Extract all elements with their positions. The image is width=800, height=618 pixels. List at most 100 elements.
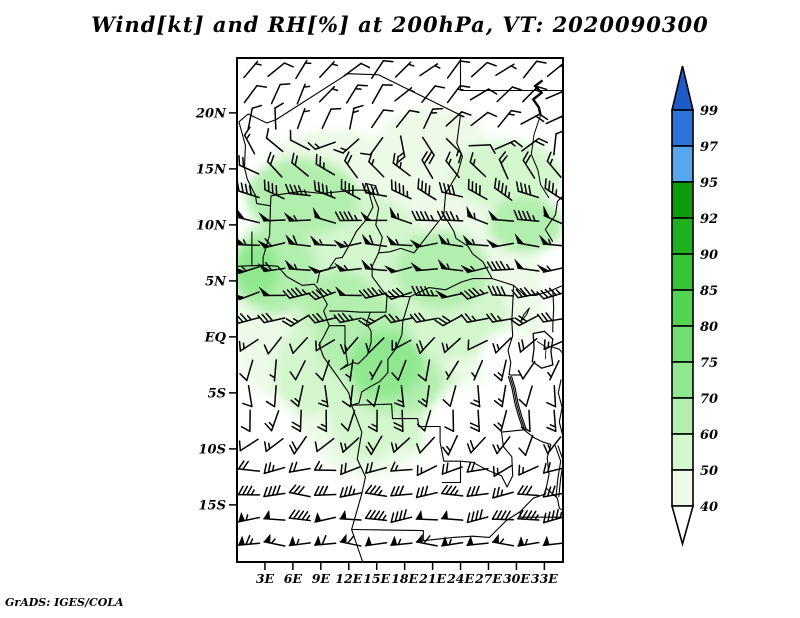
wind-barb	[289, 337, 308, 354]
wind-barb	[274, 102, 284, 130]
x-tick-label: 15E	[363, 571, 390, 586]
wind-barb	[383, 287, 413, 300]
wind-barb	[314, 437, 335, 453]
wind-barb	[421, 151, 434, 179]
wind-barb	[345, 84, 368, 104]
x-tick-label: 18E	[391, 571, 418, 586]
wind-barb	[520, 409, 531, 433]
wind-barb	[466, 535, 489, 547]
wind-barb	[492, 436, 511, 455]
wind-barb	[296, 108, 310, 130]
lakes	[364, 79, 563, 498]
colorbar-label: 92	[700, 212, 718, 227]
rh-region	[348, 331, 424, 399]
wind-barb	[371, 84, 393, 104]
wind-barb	[384, 313, 413, 324]
wind-barb	[313, 485, 337, 496]
wind-barb	[442, 385, 457, 408]
wind-barb	[515, 181, 540, 199]
wind-barb	[315, 339, 336, 352]
wind-barb	[542, 509, 563, 524]
wind-barb	[307, 312, 337, 324]
wind-barb	[386, 235, 413, 247]
rh-region	[246, 157, 359, 237]
y-tick-label: 20N	[195, 106, 227, 121]
rh-region	[423, 381, 536, 494]
wind-barb	[466, 206, 489, 225]
wind-barb	[487, 285, 515, 297]
wind-barb	[395, 109, 420, 128]
wind-barb	[335, 286, 362, 297]
wind-barb	[362, 234, 388, 248]
colorbar-segment	[671, 397, 694, 435]
wind-barb	[440, 509, 464, 521]
wind-barb	[546, 62, 563, 78]
wind-barb	[518, 434, 534, 457]
wind-barb	[334, 211, 362, 222]
border-line	[523, 429, 552, 445]
border-line	[378, 74, 461, 116]
wind-barb	[284, 212, 312, 222]
wind-barb	[333, 138, 360, 154]
wind-barb	[366, 385, 381, 408]
colorbar-arrow-top	[670, 65, 695, 111]
colorbar-segment	[671, 325, 694, 363]
wind-barb	[467, 178, 488, 201]
wind-barb	[517, 509, 540, 521]
wind-barb	[417, 385, 430, 408]
wind-barb	[493, 409, 508, 432]
wind-barb	[361, 259, 388, 272]
wind-barb	[263, 533, 286, 547]
wind-barb	[288, 535, 311, 547]
wind-barb	[417, 178, 437, 201]
wind-barb	[545, 115, 563, 125]
wind-barb	[491, 510, 515, 521]
wind-barb	[445, 360, 459, 380]
wind-barb	[514, 233, 540, 248]
wind-barb	[389, 207, 413, 225]
wind-barb	[466, 485, 489, 498]
wind-barb	[446, 60, 471, 79]
wind-barb	[542, 485, 563, 498]
rh-region	[451, 140, 563, 209]
wind-barb	[319, 61, 339, 79]
wind-barb	[517, 536, 540, 547]
wind-barb	[517, 485, 540, 497]
wind-barb	[285, 183, 311, 197]
wind-barb	[493, 385, 507, 408]
wind-barb	[264, 410, 280, 432]
wind-barb	[492, 464, 513, 477]
wind-barb	[444, 409, 455, 433]
wind-barb	[492, 337, 512, 354]
grads-credit: GrADS: IGES/COLA	[5, 596, 124, 609]
wind-barb	[313, 460, 337, 472]
lake-tanganyika	[509, 375, 526, 430]
lake-victoria-detail	[536, 341, 547, 360]
colorbar-segment	[671, 145, 694, 183]
wind-barb	[317, 409, 328, 433]
wind-barb	[521, 137, 549, 152]
wind-barb	[438, 259, 464, 272]
wind-barb	[441, 435, 458, 456]
wind-barb	[546, 384, 557, 408]
wind-barb	[263, 179, 285, 200]
wind-barb	[435, 290, 464, 299]
lake-victoria	[531, 330, 554, 369]
wind-barb	[265, 384, 277, 408]
wind-barb	[517, 337, 538, 353]
wind-barb	[358, 287, 388, 299]
border-line	[551, 346, 563, 355]
wind-barb	[365, 435, 383, 456]
wind-barb	[434, 314, 463, 327]
wind-barb	[242, 385, 253, 408]
wind-barb	[334, 262, 362, 272]
wind-barb	[522, 85, 548, 103]
nile-river	[531, 79, 544, 116]
wind-barb	[269, 359, 277, 382]
wind-barb	[441, 337, 462, 354]
wind-barb	[539, 235, 563, 247]
wind-barb	[438, 234, 464, 248]
wind-barb	[394, 384, 405, 408]
border-line	[351, 296, 411, 406]
wind-barb	[349, 104, 364, 130]
